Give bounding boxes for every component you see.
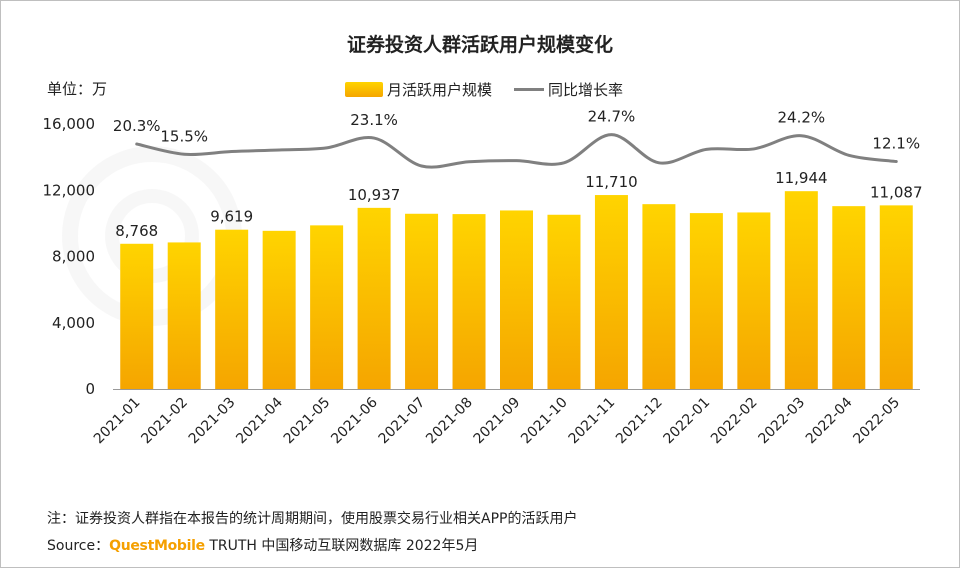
bar bbox=[310, 225, 344, 389]
chart-title: 证券投资人群活跃用户规模变化 bbox=[346, 34, 613, 56]
bar-value-label: 11,710 bbox=[585, 173, 638, 191]
bar bbox=[500, 210, 533, 389]
footnote: 注：证券投资人群指在本报告的统计周期期间，使用股票交易行业相关APP的活跃用户 bbox=[47, 511, 578, 527]
y-tick-label: 12,000 bbox=[43, 181, 96, 199]
line-value-label: 24.2% bbox=[777, 109, 825, 127]
unit-label: 单位：万 bbox=[47, 80, 108, 98]
bar-value-label: 10,937 bbox=[348, 186, 401, 204]
bar-value-label: 8,768 bbox=[115, 222, 158, 240]
line-value-label: 20.3% bbox=[113, 117, 161, 135]
x-tick-label: 2022-01 bbox=[661, 395, 714, 448]
line-value-label: 12.1% bbox=[872, 135, 920, 153]
x-tick-label: 2021-08 bbox=[423, 395, 476, 448]
line-value-label: 15.5% bbox=[160, 127, 208, 145]
bar bbox=[642, 204, 676, 389]
x-tick-label: 2021-03 bbox=[186, 395, 239, 448]
legend-line-swatch bbox=[514, 88, 545, 91]
x-tick-label: 2021-06 bbox=[328, 394, 381, 447]
source-prefix: Source： bbox=[47, 538, 110, 554]
bar bbox=[689, 213, 723, 389]
bar bbox=[547, 214, 581, 389]
bar bbox=[594, 195, 628, 389]
x-tick-label: 2022-02 bbox=[708, 395, 761, 448]
source-suffix: TRUTH 中国移动互联网数据库 2022年5月 bbox=[209, 538, 479, 554]
y-tick-label: 8,000 bbox=[52, 248, 95, 266]
bar-value-label: 11,944 bbox=[775, 169, 828, 187]
legend-bar-swatch bbox=[345, 82, 383, 97]
x-tick-label: 2021-10 bbox=[518, 395, 571, 448]
source-line: Source：QuestMobile TRUTH 中国移动互联网数据库 2022… bbox=[47, 535, 478, 555]
bar bbox=[405, 213, 439, 389]
x-tick-label: 2021-04 bbox=[233, 394, 286, 447]
bar bbox=[357, 207, 391, 389]
legend: 月活跃用户规模 同比增长率 bbox=[345, 79, 623, 100]
bar bbox=[737, 212, 771, 389]
bar bbox=[784, 191, 818, 389]
x-tick-label: 2022-03 bbox=[755, 395, 808, 448]
bar bbox=[452, 214, 486, 389]
bar bbox=[167, 242, 201, 389]
bar bbox=[262, 230, 296, 389]
bar bbox=[879, 205, 913, 389]
x-tick-label: 2021-07 bbox=[376, 395, 429, 448]
line-value-label: 24.7% bbox=[588, 108, 636, 126]
x-tick-label: 2021-09 bbox=[471, 395, 524, 448]
y-tick-label: 16,000 bbox=[43, 115, 96, 133]
x-tick-label: 2021-12 bbox=[613, 395, 666, 448]
x-tick-label: 2021-05 bbox=[281, 395, 334, 448]
bar bbox=[215, 229, 249, 389]
x-tick-label: 2022-04 bbox=[803, 394, 856, 447]
y-tick-label: 0 bbox=[85, 380, 95, 398]
x-tick-label: 2021-01 bbox=[91, 395, 144, 448]
source-brand: QuestMobile bbox=[109, 538, 205, 554]
line-value-label: 23.1% bbox=[350, 111, 398, 129]
x-tick-label: 2022-05 bbox=[850, 395, 903, 448]
growth-rate-line bbox=[135, 133, 898, 169]
legend-line-label: 同比增长率 bbox=[548, 81, 624, 99]
bar bbox=[120, 243, 154, 389]
x-tick-label: 2021-02 bbox=[138, 395, 191, 448]
bar bbox=[832, 206, 866, 389]
bar-value-label: 11,087 bbox=[870, 183, 923, 201]
x-tick-label: 2021-11 bbox=[566, 395, 619, 448]
bar-value-label: 9,619 bbox=[210, 208, 253, 226]
legend-bar-label: 月活跃用户规模 bbox=[387, 81, 493, 99]
y-tick-label: 4,000 bbox=[52, 314, 95, 332]
